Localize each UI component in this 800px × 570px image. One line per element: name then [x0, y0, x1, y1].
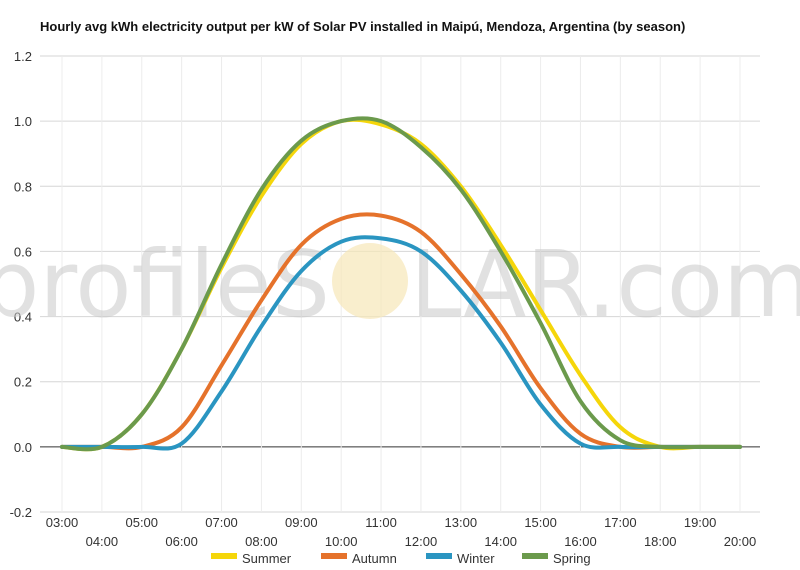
legend-label-spring: Spring — [553, 551, 591, 566]
legend-swatch-autumn — [321, 553, 347, 559]
x-tick-label: 10:00 — [325, 534, 358, 549]
x-tick-label: 07:00 — [205, 515, 238, 530]
watermark-text-left: profileS — [0, 231, 330, 338]
watermark-text-right: LAR.com — [410, 231, 800, 338]
x-tick-label: 09:00 — [285, 515, 318, 530]
x-tick-label: 04:00 — [86, 534, 119, 549]
x-tick-label: 06:00 — [165, 534, 198, 549]
y-tick-label: -0.2 — [10, 505, 32, 520]
series-line-spring — [60, 116, 742, 452]
y-tick-label: 1.2 — [14, 49, 32, 64]
y-tick-label: 0.0 — [14, 440, 32, 455]
y-tick-label: 0.8 — [14, 179, 32, 194]
x-tick-label: 15:00 — [524, 515, 557, 530]
x-tick-label: 11:00 — [365, 515, 397, 530]
legend-label-autumn: Autumn — [352, 551, 397, 566]
y-tick-label: 0.4 — [14, 310, 32, 325]
x-tick-label: 19:00 — [684, 515, 717, 530]
x-tick-label: 03:00 — [46, 515, 79, 530]
x-tick-label: 12:00 — [405, 534, 438, 549]
legend-swatch-summer — [211, 553, 237, 559]
legend-swatch-spring — [522, 553, 548, 559]
legend-label-summer: Summer — [242, 551, 292, 566]
x-tick-label: 17:00 — [604, 515, 637, 530]
y-tick-label: 1.0 — [14, 114, 32, 129]
y-tick-label: 0.6 — [14, 244, 32, 259]
x-tick-label: 08:00 — [245, 534, 278, 549]
x-tick-label: 20:00 — [724, 534, 757, 549]
y-tick-label: 0.2 — [14, 375, 32, 390]
x-tick-label: 18:00 — [644, 534, 677, 549]
legend-swatch-winter — [426, 553, 452, 559]
x-tick-label: 14:00 — [484, 534, 517, 549]
chart-title: Hourly avg kWh electricity output per kW… — [40, 19, 686, 34]
series-line-winter — [60, 235, 742, 451]
x-tick-label: 13:00 — [445, 515, 478, 530]
watermark-sun — [332, 243, 408, 319]
legend-label-winter: Winter — [457, 551, 495, 566]
x-tick-label: 16:00 — [564, 534, 597, 549]
x-tick-label: 05:00 — [125, 515, 158, 530]
